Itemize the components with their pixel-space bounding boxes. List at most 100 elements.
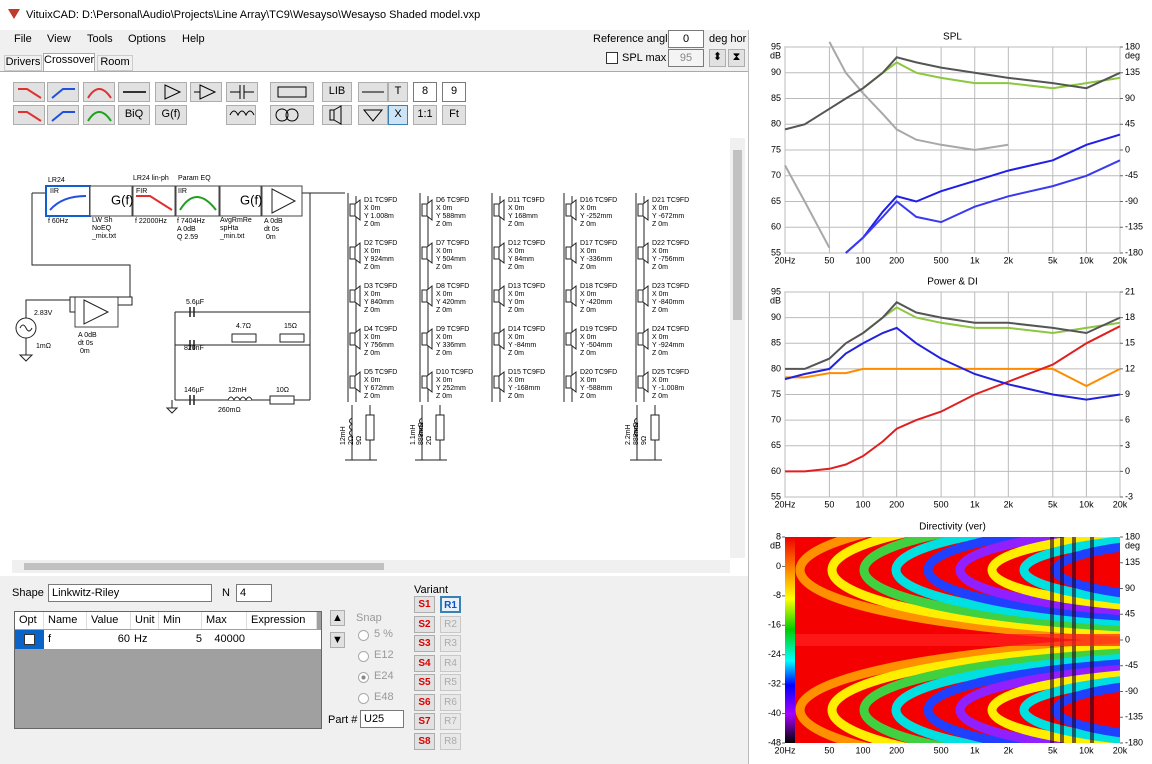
variant-r-button[interactable]: R4 [440,654,461,672]
title-bar: VituixCAD: D:\Personal\Audio\Projects\Li… [0,0,1152,30]
variant-r-button[interactable]: R8 [440,732,461,750]
tool-button[interactable] [226,82,258,102]
move-up-button[interactable]: ▲ [330,610,345,626]
heatmap-band [891,537,1120,627]
schematic-label: 12mH [340,426,347,445]
table-cell[interactable]: Hz [134,633,148,645]
tool-button[interactable] [155,82,187,102]
n-select[interactable]: 4 [236,584,272,602]
y-tick-label: 95 [771,286,781,296]
driver-label: X 0m [508,377,525,384]
biquad-button[interactable]: BiQ [118,105,150,125]
amp-symbol [271,188,297,214]
x-button[interactable]: X [388,105,408,125]
snap-option[interactable]: 5 % [374,628,393,640]
number-box[interactable]: 9 [442,82,466,102]
menu-item[interactable]: File [14,33,32,45]
table-cell[interactable]: f [48,633,52,645]
radio[interactable] [358,693,369,704]
driver-symbol [493,198,505,222]
driver-label: Y -672mm [652,213,684,220]
tool-button[interactable] [13,82,45,102]
schematic-label: FIR [136,188,147,195]
radio[interactable] [358,672,369,683]
menu-item[interactable]: Help [182,33,205,45]
driver-symbol [637,241,649,265]
ratio-button[interactable]: 1:1 [413,105,437,125]
variant-s-button[interactable]: S1 [414,596,435,613]
up-down-button[interactable]: ⬍ [709,49,726,67]
ft-button[interactable]: Ft [442,105,466,125]
y2-axis-unit: deg [1125,540,1140,550]
spl-max-checkbox[interactable] [606,52,618,64]
table-cell[interactable]: 40000 [214,633,245,645]
driver-label: D3 TC9FD [364,283,397,290]
move-down-button[interactable]: ▼ [330,632,345,648]
variant-r-button[interactable]: R5 [440,674,461,691]
driver-symbol [565,241,577,265]
tool-button[interactable] [83,105,115,125]
gf-button[interactable]: G(f) [155,105,187,125]
driver-label: Z 0m [364,350,380,357]
part-input[interactable]: U25 [360,710,404,728]
variant-r-button[interactable]: R3 [440,635,461,652]
snap-option[interactable]: E48 [374,691,394,703]
variant-s-button[interactable]: S8 [414,732,435,750]
driver-label: Y -420mm [580,299,612,306]
lib-button[interactable]: LIB [322,82,352,102]
y2-tick-label: -45 [1125,660,1138,670]
variant-s-button[interactable]: S7 [414,713,435,730]
driver-label: X 0m [364,377,381,384]
schematic-label: Q 2.59 [177,234,198,241]
table-cell[interactable]: 5 [195,633,202,645]
y-tick-label: 85 [771,338,781,348]
schematic-label: LR24 lin-ph [133,175,169,182]
horizontal-scrollbar[interactable] [12,560,730,573]
schematic-label: A 0dB [177,226,196,233]
y-axis-unit: dB [770,50,781,60]
part-label: Part # [328,714,358,726]
tab-active[interactable]: Crossover [43,53,95,71]
spl-max-input[interactable]: 95 [668,49,704,67]
tool-button[interactable] [47,82,79,102]
tool-button[interactable] [226,105,256,125]
tool-button[interactable] [47,105,79,125]
row-checkbox[interactable] [24,634,35,645]
driver-label: Z 0m [652,221,668,228]
radio[interactable] [358,651,369,662]
variant-s-button[interactable]: S4 [414,654,435,672]
menu-item[interactable]: Tools [87,33,113,45]
y2-tick-label: 0 [1125,466,1130,476]
tool-button[interactable] [270,105,314,125]
tab[interactable]: Drivers [4,55,42,71]
sum-button[interactable]: T [388,82,408,102]
table-cell[interactable]: 60 [117,633,130,645]
variant-s-button[interactable]: S6 [414,693,435,711]
hourglass-button[interactable]: ⧗ [728,49,745,67]
variant-r-button[interactable]: R1 [440,596,461,613]
y2-tick-label: 180 [1125,531,1140,541]
tab[interactable]: Room [97,55,133,71]
variant-s-button[interactable]: S2 [414,615,435,633]
number-box[interactable]: 8 [413,82,437,102]
tool-button[interactable] [83,82,115,102]
snap-option[interactable]: E12 [374,649,394,661]
shunt-resistor [435,414,445,441]
variant-r-button[interactable]: R7 [440,713,461,730]
variant-s-button[interactable]: S5 [414,674,435,691]
variant-r-button[interactable]: R2 [440,615,461,633]
radio[interactable] [358,630,369,641]
vertical-scrollbar[interactable] [730,138,745,558]
variant-s-button[interactable]: S3 [414,635,435,652]
variant-r-button[interactable]: R6 [440,693,461,711]
driver-label: D20 TC9FD [580,369,617,376]
tool-button[interactable] [13,105,45,125]
shape-select[interactable]: Linkwitz-Riley [48,584,212,602]
tool-button[interactable] [190,82,222,102]
reference-angle-input[interactable]: 0 [668,30,704,48]
menu-item[interactable]: Options [128,33,166,45]
snap-option[interactable]: E24 [374,670,394,682]
x-tick-label: 100 [856,255,871,265]
menu-item[interactable]: View [47,33,71,45]
app-icon [8,9,20,19]
